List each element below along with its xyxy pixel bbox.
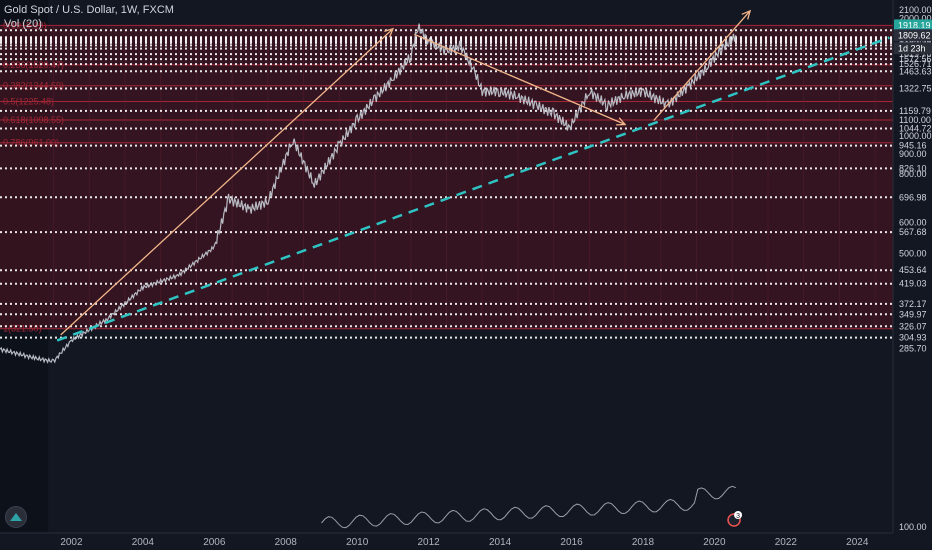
arrow-head — [384, 27, 395, 38]
price-axis-tick-label: 826.10 — [899, 163, 927, 173]
time-axis-tick-label: 2024 — [846, 537, 869, 548]
time-axis-tick-label: 2010 — [346, 537, 369, 548]
arrow-head — [741, 9, 752, 20]
fib-level-label: 0(1918.19) — [3, 20, 47, 30]
price-axis-tick-label: 1526.71 — [899, 59, 932, 69]
fib-level-label: 0.382(1344.59) — [3, 81, 64, 91]
tradingview-logo-icon[interactable] — [5, 506, 27, 528]
arrow-head — [616, 117, 627, 126]
price-series — [0, 23, 737, 364]
price-axis-tick-label: 800.00 — [899, 169, 927, 179]
price-axis: 2100.002000.001900.001863.371788.751777.… — [892, 0, 932, 550]
price-axis-tick-label: 1463.63 — [899, 66, 932, 76]
time-axis-bg — [0, 533, 932, 550]
fib-level-label: 0.786(961.00) — [3, 138, 59, 148]
price-axis-tick-label: 567.68 — [899, 227, 927, 237]
time-axis-tick-label: 2008 — [275, 537, 298, 548]
price-axis-tick-label: 453.64 — [899, 265, 927, 275]
arrow-line — [414, 33, 626, 126]
price-badge — [894, 29, 932, 42]
fib-level-label: 0.618(1098.55) — [3, 115, 64, 125]
price-axis-tick-label: 1159.79 — [899, 106, 931, 116]
price-axis-tick-label: 419.03 — [899, 279, 927, 289]
price-axis-tick-label: 1745.54 — [899, 36, 932, 46]
price-axis-tick-label: 1044.72 — [899, 124, 932, 134]
volume-series — [321, 485, 736, 529]
fib-level-label: 1(321.50) — [3, 324, 42, 334]
time-axis-tick-label: 2002 — [60, 537, 83, 548]
price-axis-tick-label: 600.00 — [899, 218, 927, 228]
dashed-trendline — [56, 36, 890, 342]
price-axis-tick-label: 326.07 — [899, 321, 927, 331]
volume-line — [321, 485, 736, 529]
price-axis-tick-label: 349.97 — [899, 309, 927, 319]
price-axis-tick-label: 500.00 — [899, 249, 927, 259]
arrow-line — [60, 28, 394, 336]
price-axis-tick-label: 900.00 — [899, 149, 927, 159]
price-axis-tick-label: 2100.00 — [899, 5, 932, 15]
price-axis-tick-label: 696.98 — [899, 192, 927, 202]
volume-indicator-label[interactable]: Vol (20) — [4, 18, 42, 30]
chart-legend: Gold Spot / U.S. Dollar, 1W, FXCM Vol (2… — [4, 3, 174, 31]
price-badge-label: 1809.62 — [898, 30, 931, 40]
price-axis-tick-label: 1000.00 — [899, 131, 932, 141]
price-axis-tick-label: 1322.75 — [899, 83, 932, 93]
time-axis-tick-label: 2022 — [775, 537, 798, 548]
trendline — [56, 36, 890, 342]
fib-level-label: 0.5(1225.48) — [3, 96, 54, 106]
time-axis-tick-label: 2016 — [560, 537, 583, 548]
price-badge-label: 1d 23h — [898, 43, 926, 53]
price-axis-tick-label: 945.16 — [899, 141, 927, 151]
price-badge — [894, 42, 932, 55]
price-badge-label: 1918.19 — [898, 20, 931, 30]
price-axis-tick-label: 100.00 — [899, 522, 927, 532]
time-axis-tick-label: 2006 — [203, 537, 226, 548]
time-axis-tick-label: 2014 — [489, 537, 512, 548]
event-count-label: 3 — [736, 513, 740, 520]
time-axis-tick-label: 2012 — [418, 537, 441, 548]
time-axis-tick-label: 2004 — [132, 537, 155, 548]
fib-level-label: 0.236(1520.47) — [3, 60, 64, 70]
price-axis-tick-label: 1572.56 — [899, 54, 932, 64]
arrow-drawings — [60, 9, 752, 336]
price-axis-tick-label: 1100.00 — [899, 115, 931, 125]
event-count-badge — [734, 511, 743, 519]
arrow-line — [653, 10, 751, 122]
time-axis-tick-label: 2018 — [632, 537, 655, 548]
price-axis-tick-label: 304.93 — [899, 333, 927, 343]
price-axis-bg — [893, 0, 932, 550]
symbol-title[interactable]: Gold Spot / U.S. Dollar, 1W, FXCM — [4, 4, 174, 16]
price-axis-tick-label: 285.70 — [899, 344, 927, 354]
event-marker[interactable]: 3 — [727, 511, 743, 527]
time-axis-tick-label: 2020 — [703, 537, 726, 548]
time-axis: 2002 2004 2006 2008 2010 2012 2014 2016 2018 2020… — [0, 532, 932, 550]
price-axis-tick-label: 2000.00 — [899, 13, 932, 23]
price-axis-tick-label: 372.17 — [899, 299, 927, 309]
price-line — [0, 23, 737, 364]
